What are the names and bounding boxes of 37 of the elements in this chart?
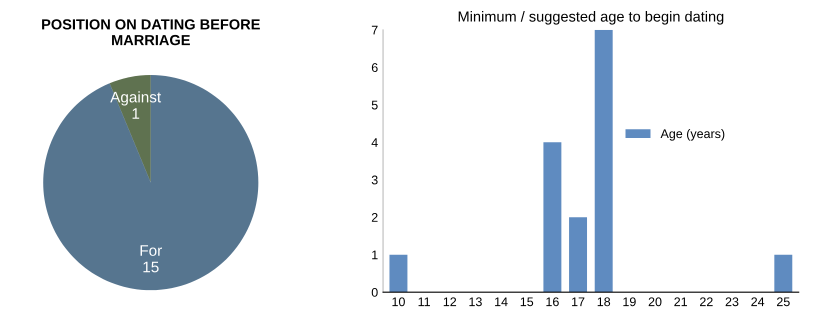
x-tick-label: 22 — [700, 297, 713, 306]
chart-title: POSITION ON DATING BEFORE MARRIAGE — [42, 19, 260, 46]
data-label: 15 — [143, 262, 159, 272]
legend-label: Age (years) — [660, 128, 724, 141]
bar — [543, 142, 562, 292]
data-label: 1 — [132, 108, 140, 119]
y-tick-label: 2 — [372, 213, 378, 222]
x-tick-label: 20 — [648, 297, 662, 306]
y-tick-label: 3 — [372, 176, 378, 184]
x-tick-label: 12 — [444, 297, 456, 306]
x-tick-label: 23 — [726, 297, 738, 306]
x-tick-label: 10 — [392, 297, 405, 306]
y-tick-label: 0 — [372, 288, 378, 297]
chart-title: Minimum / suggested age to begin dating — [458, 10, 724, 25]
pie-slice — [43, 75, 258, 290]
x-tick-label: 19 — [623, 297, 636, 306]
x-tick-label: 15 — [520, 297, 534, 306]
y-tick-label: 7 — [372, 26, 378, 34]
x-tick-label: 11 — [418, 297, 430, 306]
slice-label: Against — [110, 91, 162, 106]
x-tick-label: 16 — [546, 297, 559, 306]
y-tick-label: 6 — [372, 63, 378, 72]
x-tick-label: 18 — [598, 297, 610, 306]
x-tick-label: 13 — [469, 297, 482, 306]
bar — [569, 217, 588, 292]
y-tick-label: 1 — [372, 250, 378, 260]
x-tick-label: 24 — [751, 297, 764, 306]
slice-label: For — [140, 245, 162, 256]
bar — [389, 254, 408, 292]
x-tick-label: 14 — [495, 297, 508, 306]
bar — [774, 254, 792, 292]
y-tick-label: 5 — [372, 100, 378, 110]
x-tick-label: 25 — [776, 297, 790, 306]
x-tick-label: 17 — [572, 297, 584, 306]
y-tick-label: 4 — [372, 138, 378, 147]
bar — [594, 30, 613, 292]
x-tick-label: 21 — [674, 297, 688, 306]
